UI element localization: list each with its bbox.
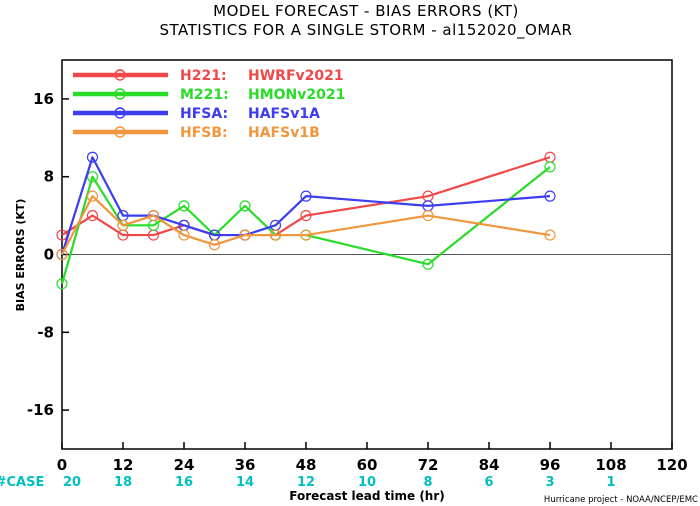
x-axis-label: Forecast lead time (hr) bbox=[289, 489, 445, 503]
y-tick-label: 0 bbox=[44, 246, 54, 264]
legend-item: HFSA: HAFSv1A bbox=[73, 106, 320, 122]
x-tick-label: 48 bbox=[296, 456, 317, 474]
x-tick-label: 96 bbox=[540, 456, 561, 474]
legend-marker bbox=[114, 107, 126, 119]
legend-series-name: HFSB: bbox=[180, 125, 228, 141]
x-tick-label: 84 bbox=[479, 456, 500, 474]
series-4 bbox=[56, 190, 556, 261]
legend-series-desc: HWRFv2021 bbox=[248, 68, 344, 84]
chart-subtitle: STATISTICS FOR A SINGLE STORM - al152020… bbox=[160, 21, 573, 40]
y-tick-label: 16 bbox=[33, 90, 54, 108]
data-point bbox=[300, 210, 312, 222]
y-tick-label: 8 bbox=[44, 168, 54, 186]
legend-series-desc: HAFSv1B bbox=[248, 125, 320, 141]
x-tick-label: 108 bbox=[595, 456, 626, 474]
data-point bbox=[86, 151, 99, 163]
case-count: 6 bbox=[484, 475, 493, 490]
case-label: #CASE bbox=[0, 475, 44, 490]
data-point bbox=[422, 210, 434, 222]
legend-marker bbox=[114, 88, 126, 100]
legend-series-name: M221: bbox=[180, 87, 229, 103]
legend-series-desc: HAFSv1A bbox=[248, 106, 320, 122]
y-tick-label: -8 bbox=[37, 323, 54, 341]
data-point bbox=[86, 210, 99, 222]
data-point bbox=[178, 229, 190, 241]
case-count: 12 bbox=[297, 475, 315, 490]
case-counts: #CASE 20 18 16 14 12 10 8 6 3 1 bbox=[0, 475, 616, 490]
series-line bbox=[60, 166, 551, 284]
legend-marker bbox=[114, 69, 126, 81]
x-tick-label: 12 bbox=[113, 456, 134, 474]
data-point bbox=[269, 229, 282, 241]
data-point bbox=[239, 229, 251, 241]
series-line bbox=[60, 156, 551, 255]
y-tick-label: -16 bbox=[27, 401, 54, 419]
data-point bbox=[147, 210, 160, 222]
data-point bbox=[300, 229, 312, 241]
data-point bbox=[56, 248, 68, 261]
series-3 bbox=[56, 151, 556, 261]
case-count: 10 bbox=[358, 475, 376, 490]
series-layer bbox=[56, 151, 556, 290]
data-point bbox=[239, 200, 251, 212]
data-point bbox=[178, 200, 190, 212]
data-point bbox=[544, 190, 556, 202]
x-tick-label: 36 bbox=[235, 456, 256, 474]
x-tick-label: 24 bbox=[174, 456, 195, 474]
legend-item: M221: HMONv2021 bbox=[73, 87, 345, 103]
y-axis-label: BIAS ERRORS (KT) bbox=[14, 199, 27, 312]
data-point bbox=[208, 239, 221, 251]
case-count: 18 bbox=[114, 475, 132, 490]
x-tick-label: 0 bbox=[57, 456, 67, 474]
legend-marker bbox=[114, 126, 126, 138]
legend-series-name: H221: bbox=[180, 68, 227, 84]
data-point bbox=[544, 161, 556, 173]
case-count: 3 bbox=[545, 475, 554, 490]
series-line bbox=[61, 195, 551, 256]
data-point bbox=[300, 190, 312, 202]
case-count: 20 bbox=[63, 475, 81, 490]
x-axis-ticks: 0 12 24 36 48 60 72 84 96 108 120 bbox=[57, 442, 688, 474]
chart-title: MODEL FORECAST - BIAS ERRORS (KT) bbox=[213, 2, 519, 20]
legend: H221: HWRFv2021 M221: HMONv2021 HFSA: HAFSv1A… bbox=[73, 68, 345, 141]
x-tick-label: 120 bbox=[656, 456, 687, 474]
data-point bbox=[117, 219, 129, 231]
data-point bbox=[544, 229, 556, 241]
credit-text: Hurricane project - NOAA/NCEP/EMC bbox=[544, 495, 698, 505]
x-tick-label: 72 bbox=[418, 456, 439, 474]
case-count: 8 bbox=[423, 475, 432, 490]
case-count: 14 bbox=[236, 475, 254, 490]
legend-item: HFSB: HAFSv1B bbox=[73, 125, 320, 141]
case-count: 16 bbox=[175, 475, 193, 490]
series-2 bbox=[56, 161, 556, 290]
legend-series-name: HFSA: bbox=[180, 106, 228, 122]
case-count: 1 bbox=[606, 475, 615, 490]
y-axis-ticks: -16 -8 0 8 16 bbox=[27, 90, 69, 419]
legend-series-desc: HMONv2021 bbox=[248, 87, 345, 103]
data-point bbox=[422, 258, 434, 270]
legend-item: H221: HWRFv2021 bbox=[73, 68, 344, 84]
data-point bbox=[86, 190, 99, 202]
x-tick-label: 60 bbox=[357, 456, 378, 474]
data-point bbox=[56, 278, 68, 290]
